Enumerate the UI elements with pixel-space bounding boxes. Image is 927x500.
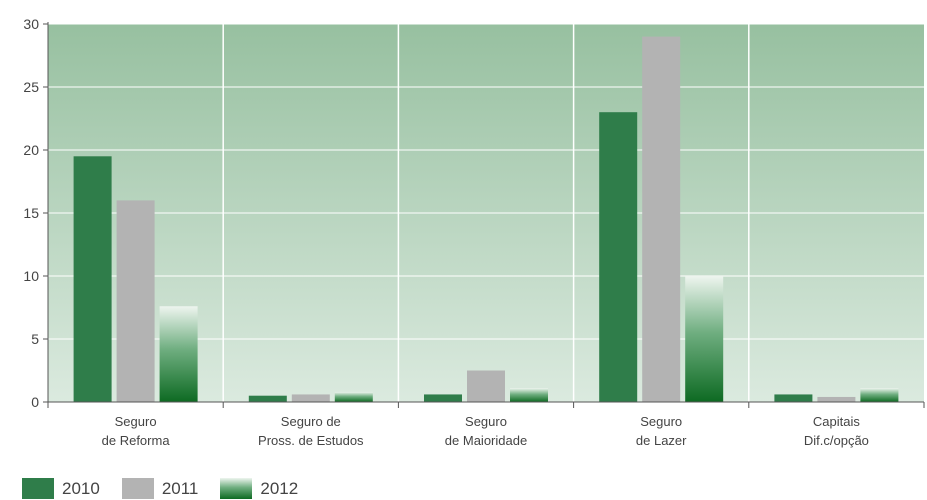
bar-2012-2 bbox=[334, 391, 373, 402]
bar-2012-1 bbox=[159, 306, 198, 402]
bars bbox=[73, 36, 899, 402]
bar-2010-3 bbox=[424, 394, 462, 402]
category-label: Seguro de Maioridade bbox=[445, 414, 527, 448]
y-tick-labels: 0 5 10 15 20 25 30 bbox=[23, 16, 39, 410]
y-tick-label: 20 bbox=[23, 142, 39, 158]
bar-2010-2 bbox=[248, 395, 287, 402]
bar-2012-4 bbox=[685, 276, 724, 402]
axes bbox=[43, 22, 925, 408]
bar-2011-2 bbox=[291, 394, 330, 402]
legend: 2010 2011 2012 bbox=[22, 478, 320, 499]
category-labels: Seguro de Reforma Seguro de Pross. de Estud… bbox=[102, 414, 869, 448]
bar-2012-3 bbox=[510, 388, 548, 402]
y-tick-label: 15 bbox=[23, 205, 39, 221]
legend-item-2011: 2011 bbox=[121, 478, 199, 499]
legend-swatch bbox=[22, 478, 54, 499]
legend-label: 2012 bbox=[260, 478, 299, 498]
legend-label: 2011 bbox=[161, 478, 199, 498]
y-tick-label: 10 bbox=[23, 268, 39, 284]
legend-item-2010: 2010 bbox=[22, 478, 100, 499]
y-tick-label: 5 bbox=[31, 331, 39, 347]
bar-2011-5 bbox=[817, 396, 856, 402]
legend-swatch bbox=[220, 478, 253, 499]
category-label: Seguro de Pross. de Estudos bbox=[258, 414, 364, 448]
category-label: Seguro de Reforma bbox=[102, 414, 171, 448]
legend-item-2012: 2012 bbox=[220, 478, 298, 499]
legend-label: 2010 bbox=[62, 478, 100, 498]
bar-2012-5 bbox=[860, 388, 899, 402]
y-tick-label: 0 bbox=[31, 394, 39, 410]
category-label: Capitais Dif.c/opção bbox=[804, 414, 869, 448]
bar-2011-4 bbox=[642, 36, 681, 402]
category-label: Seguro de Lazer bbox=[636, 414, 687, 448]
bar-2011-1 bbox=[116, 200, 155, 402]
bar-2011-3 bbox=[467, 370, 505, 402]
gridlines bbox=[48, 23, 924, 402]
legend-swatch bbox=[121, 478, 154, 499]
bar-2010-1 bbox=[73, 156, 112, 402]
y-tick-label: 30 bbox=[23, 16, 39, 32]
bar-2010-4 bbox=[599, 112, 638, 402]
y-tick-label: 25 bbox=[23, 79, 39, 95]
bar-2010-5 bbox=[774, 394, 813, 402]
